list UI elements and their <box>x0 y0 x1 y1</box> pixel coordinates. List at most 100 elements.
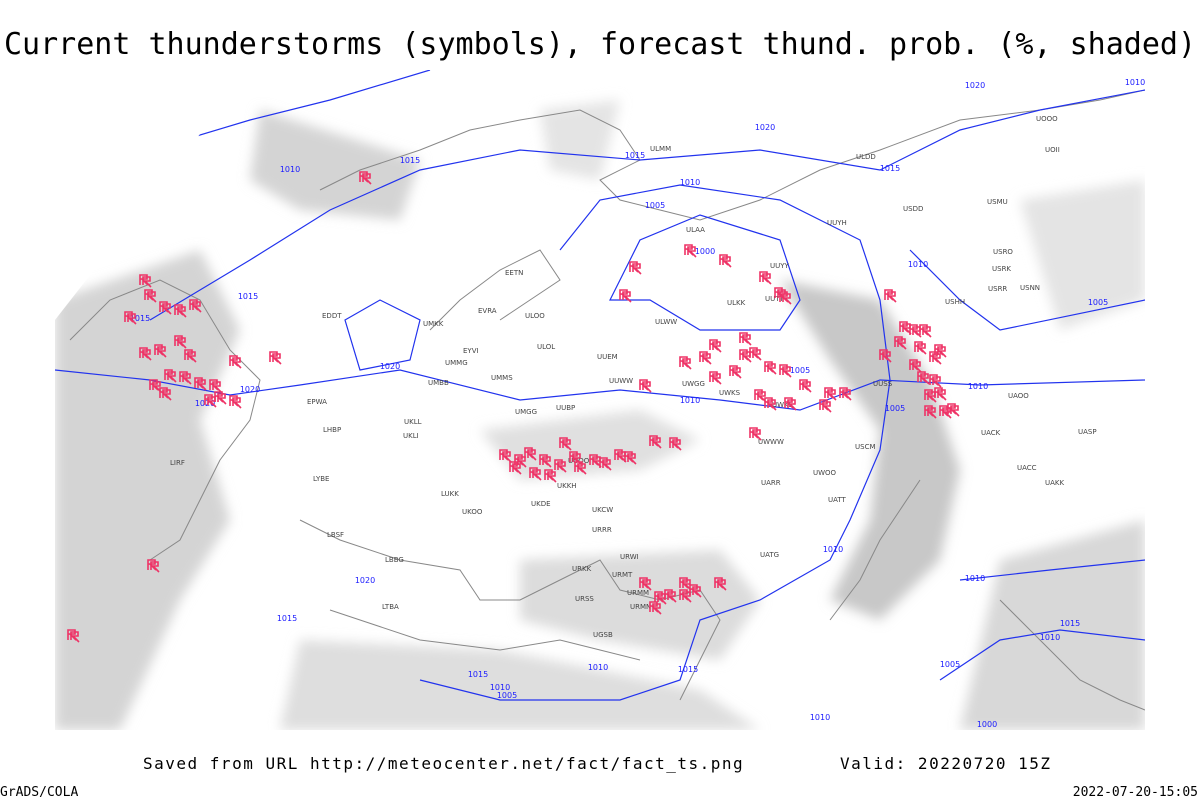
isobar-label: 1020 <box>240 385 260 394</box>
station-code: UAKK <box>1045 479 1065 487</box>
isobar-label: 1010 <box>680 178 700 187</box>
symbol-stroke <box>914 341 927 355</box>
isobar-label: 1015 <box>1060 619 1080 628</box>
thunderstorm-symbol <box>719 254 732 268</box>
symbol-stroke <box>909 324 922 338</box>
thunderstorm-symbol <box>764 361 777 375</box>
symbol-stroke <box>147 559 160 573</box>
isobar-label: 1010 <box>908 260 928 269</box>
thunderstorm-symbol <box>799 379 812 393</box>
station-code: ULKK <box>727 299 746 307</box>
isobar-label: 1010 <box>810 713 830 722</box>
thunderstorm-symbol <box>679 577 692 591</box>
symbol-stroke <box>919 324 932 338</box>
thunderstorm-symbol <box>139 274 152 288</box>
symbol-stroke <box>909 359 922 373</box>
station-code: UUWW <box>609 377 633 385</box>
isobar-label: 1020 <box>965 81 985 90</box>
symbol-stroke <box>539 454 552 468</box>
thunderstorm-symbol <box>929 351 942 365</box>
station-code: UATG <box>760 551 779 559</box>
symbol-stroke <box>879 349 892 363</box>
symbol-stroke <box>159 301 172 315</box>
thunderstorm-symbol <box>779 291 792 305</box>
station-code: USMU <box>987 198 1008 206</box>
station-code: UWKS <box>719 389 741 397</box>
isobar-label: 1015 <box>130 314 150 323</box>
station-code: LHBP <box>323 426 341 434</box>
thunderstorm-symbol <box>154 344 167 358</box>
symbol-stroke <box>764 397 777 411</box>
thunderstorm-symbol <box>229 355 242 369</box>
thunderstorm-symbol <box>524 447 537 461</box>
station-code: ULOL <box>537 343 555 351</box>
station-code: UMGG <box>515 408 537 416</box>
symbol-stroke <box>929 374 942 388</box>
thunderstorm-symbol <box>159 301 172 315</box>
station-code: UKLI <box>403 432 419 440</box>
symbol-stroke <box>214 391 227 405</box>
isobar-label: 1010 <box>965 574 985 583</box>
symbol-stroke <box>684 244 697 258</box>
station-code: UASP <box>1078 428 1097 436</box>
thunderstorm-symbol <box>709 339 722 353</box>
station-code: USRK <box>992 265 1011 273</box>
thunderstorm-symbol <box>164 369 177 383</box>
station-code: ULOO <box>525 312 545 320</box>
thunderstorm-symbol <box>917 371 930 385</box>
symbol-stroke <box>559 437 572 451</box>
thunderstorm-symbol <box>539 454 552 468</box>
symbol-stroke <box>819 399 832 413</box>
isobar-label: 1005 <box>497 691 517 700</box>
station-code: UUEM <box>597 353 618 361</box>
isobar-label: 1010 <box>588 663 608 672</box>
thunderstorm-symbol <box>124 311 137 325</box>
symbol-stroke <box>629 261 642 275</box>
symbol-stroke <box>204 394 217 408</box>
station-code: UARR <box>761 479 781 487</box>
symbol-stroke <box>624 451 637 465</box>
thunderstorm-symbol <box>684 244 697 258</box>
thunderstorm-symbol <box>624 451 637 465</box>
symbol-stroke <box>679 589 692 603</box>
isobar-label: 1005 <box>1088 298 1108 307</box>
symbol-stroke <box>124 311 137 325</box>
thunderstorm-symbol <box>749 347 762 361</box>
software-credit: GrADS/COLA <box>0 785 78 800</box>
isobar-label: 1010 <box>1040 633 1060 642</box>
symbol-stroke <box>764 361 777 375</box>
isobar-label: 1015 <box>625 151 645 160</box>
station-code: EYVI <box>463 347 479 355</box>
symbol-stroke <box>174 304 187 318</box>
station-code: EPWA <box>307 398 327 406</box>
thunderstorm-symbol <box>784 397 797 411</box>
symbol-stroke <box>194 377 207 391</box>
thunderstorm-symbol <box>739 332 752 346</box>
thunderstorm-symbol <box>159 387 172 401</box>
symbol-stroke <box>917 371 930 385</box>
thunderstorm-symbol <box>749 427 762 441</box>
thunderstorm-symbol <box>924 405 937 419</box>
symbol-stroke <box>824 387 837 401</box>
thunderstorm-symbol <box>759 271 772 285</box>
isobar-label: 1000 <box>695 247 715 256</box>
source-url: Saved from URL http://meteocenter.net/fa… <box>143 754 744 773</box>
symbol-stroke <box>799 379 812 393</box>
thunderstorm-symbol <box>699 351 712 365</box>
station-code: UUSS <box>873 380 893 388</box>
station-code: UWGG <box>682 380 705 388</box>
thunderstorm-symbol <box>614 449 627 463</box>
thunderstorm-symbol <box>909 324 922 338</box>
station-code: UWWW <box>758 438 784 446</box>
station-code: UKLL <box>404 418 422 426</box>
station-code: UWOO <box>813 469 837 477</box>
probability-shading <box>55 100 1145 730</box>
thunderstorm-symbol <box>679 589 692 603</box>
isobar-label: 1010 <box>490 683 510 692</box>
map-area: 1020102010201020102010201015101510151015… <box>55 70 1145 730</box>
symbol-stroke <box>164 369 177 383</box>
thunderstorm-symbol <box>189 299 202 313</box>
station-code: UKKH <box>557 482 577 490</box>
symbol-stroke <box>714 577 727 591</box>
